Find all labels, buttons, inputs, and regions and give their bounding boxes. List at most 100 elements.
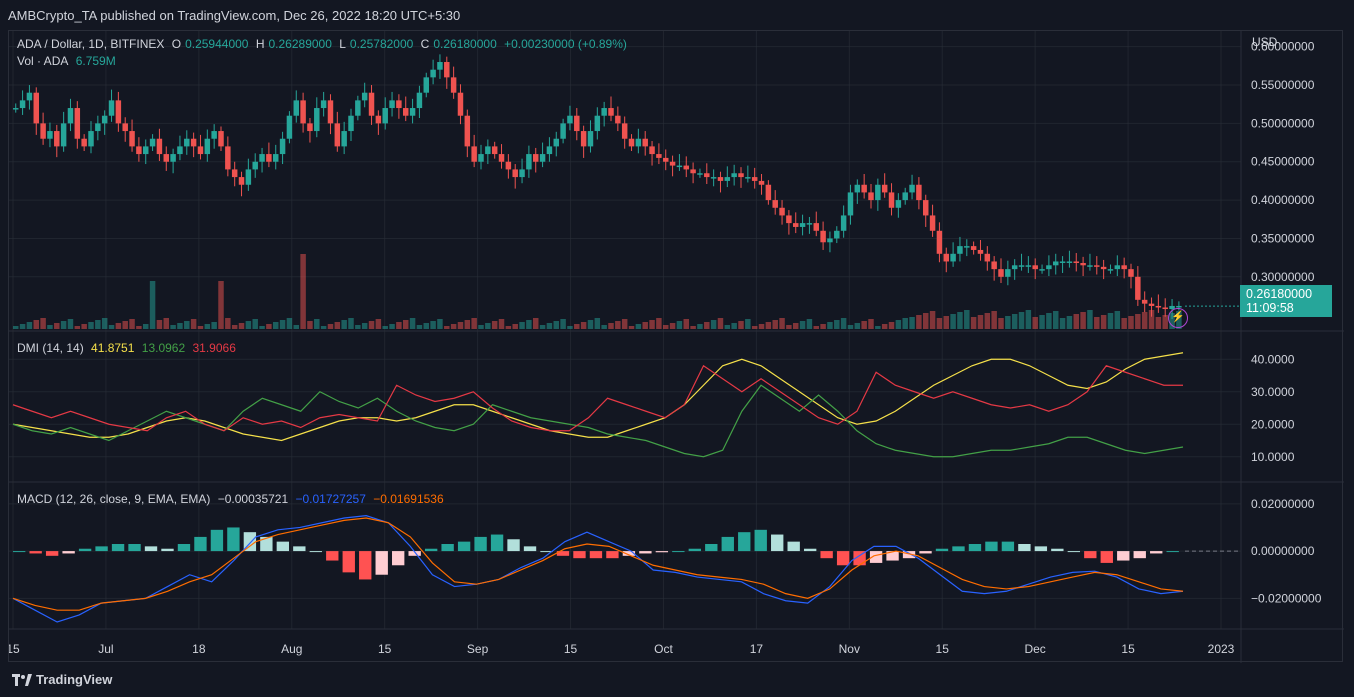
macd-histogram-bar [507,539,520,552]
volume-bar [266,324,272,329]
volume-bar [710,320,717,329]
macd-histogram-bar [622,551,636,556]
macd-label[interactable]: MACD (12, 26, close, 9, EMA, EMA) [17,492,211,506]
volume-value: 6.759M [75,54,116,68]
candle-body [957,246,963,254]
candle-body [286,115,293,139]
volume-bar [621,319,628,329]
macd-histogram-bar [194,536,207,552]
macd-histogram-bar [1166,551,1179,553]
candle-body [1128,269,1134,277]
dmi-label[interactable]: DMI (14, 14) [17,341,84,355]
lightning-icon[interactable]: ⚡ [1168,308,1188,328]
candle-body [430,69,436,78]
x-tick-label: Jul [98,642,113,656]
candle-body [1080,263,1086,266]
volume-bar [601,325,607,329]
volume-bar [916,315,922,329]
chart-canvas[interactable]: 15 Jul 18 Aug 15 Sep 15 Oct 17 Nov 15 Dec 15 2023 0.60… [9,31,1344,663]
macd-histogram-bar [935,548,949,552]
candle-body [806,223,813,225]
volume-bar [929,311,936,329]
volume-bar [813,326,819,329]
x-tick-label: 15 [378,642,392,656]
high-value: 0.26289000 [268,37,332,51]
macd-histogram-bar [342,551,355,573]
candle-body [1107,269,1114,271]
candle-body [608,108,614,116]
volume-bar [231,325,238,329]
candle-body [115,100,122,124]
volume-bar [197,326,204,329]
candle-body [293,100,299,116]
candle-body [60,123,67,147]
candle-body [1176,305,1182,308]
candle-body [88,131,94,147]
x-tick-label: Oct [654,642,673,656]
macd-line-value: −0.01727257 [295,492,366,506]
macd-histogram-bar [29,551,42,554]
candle-body [1162,307,1168,310]
candle-body [143,146,149,155]
volume-bar [1094,317,1100,329]
volume-bar [204,324,211,329]
volume-bar [403,320,409,329]
candle-body [779,207,785,216]
volume-bar [149,281,156,329]
y-tick-label: 0.35000000 [1251,231,1315,245]
volume-bar [861,321,867,329]
candle-body [327,100,334,124]
candle-body [54,131,60,147]
macd-histogram-bar [803,548,817,552]
volume-bar [957,312,963,329]
x-tick-label: 2023 [1208,642,1235,656]
volume-bar [840,318,847,329]
volume-bar [724,325,731,329]
candle-body [149,138,156,147]
macd-histogram-bar [95,546,108,552]
candle-body [382,108,388,124]
candle-body [300,100,306,124]
y-tick-label: 30.0000 [1251,385,1295,399]
candle-body [1148,303,1155,306]
candle-body [1114,265,1121,270]
candle-body [786,215,792,224]
volume-bar [423,323,429,329]
candle-body [628,138,635,147]
candle-body [929,215,936,231]
candle-body [129,131,135,147]
macd-histogram-bar [886,551,899,561]
candle-body [314,108,320,132]
volume-bar [998,318,1004,329]
main-legend: ADA / Dollar, 1D, BITFINEX O 0.25944000 H… [17,37,631,51]
symbol-label[interactable]: ADA / Dollar, 1D, BITFINEX [17,37,165,51]
macd-histogram-bar [820,551,833,559]
macd-histogram-bar [869,551,883,563]
volume-bar [1011,314,1018,329]
candle-body [1011,265,1018,270]
candle-body [1100,266,1107,270]
volume-bar [1018,312,1025,329]
volume-bar [108,325,115,329]
tradingview-footer[interactable]: TradingView [12,672,112,687]
volume-bar [779,318,785,329]
volume-bar [190,319,197,329]
volume-bar [649,320,655,329]
macd-histogram-bar [606,551,619,559]
volume-bar [731,323,737,329]
volume-bar [1032,317,1038,329]
volume-bar [361,323,368,329]
candle-body [1032,265,1038,270]
chart-frame[interactable]: 15 Jul 18 Aug 15 Sep 15 Oct 17 Nov 15 Dec 15 2023 0.60… [8,30,1344,663]
x-tick-label: Nov [839,642,860,656]
volume-bar [129,319,135,329]
volume-bar [307,321,313,329]
volume-bar [615,321,621,329]
volume-bar [546,323,553,329]
volume-bar [40,318,46,329]
volume-label[interactable]: Vol · ADA [17,54,69,68]
volume-bar [683,319,689,329]
macd-histogram-bar [1067,551,1081,553]
candle-body [218,131,224,147]
volume-bar [471,318,477,329]
